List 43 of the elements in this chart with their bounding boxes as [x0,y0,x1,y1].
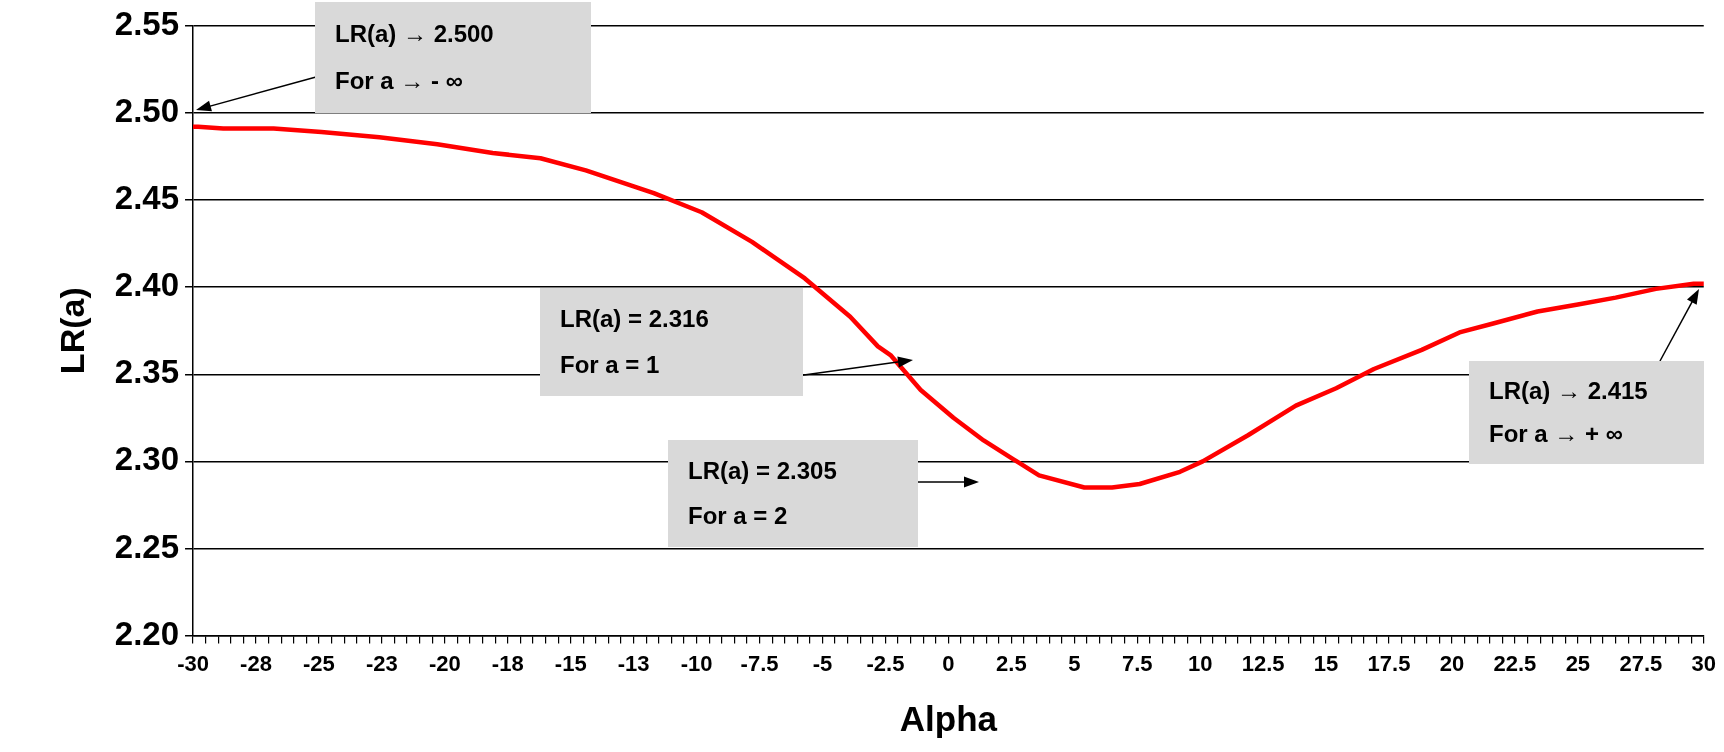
x-tick-label: -13 [617,650,650,676]
x-tick-label: -23 [365,650,398,676]
x-tick-label: -2.5 [866,650,905,676]
x-tick-label: -7.5 [740,650,779,676]
x-tick-label: -18 [491,650,524,676]
y-tick-label: 2.25 [114,527,180,565]
note-box: LR(a) → 2.415 For a → + ∞ [1469,361,1704,464]
x-tick-label: -25 [303,650,335,676]
note-box: LR(a) → 2.500 For a → - ∞ [315,2,591,113]
x-tick-label: 15 [1313,650,1339,676]
x-tick-label: 12.5 [1241,650,1285,676]
y-tick-label: 2.40 [114,266,180,304]
x-tick-label: 22.5 [1493,650,1537,676]
annotation: LR(a) = 2.305 For a = 2 [688,457,838,530]
x-tick-label: 27.5 [1619,650,1663,676]
y-tick-label: 2.55 [114,4,180,42]
note-box: LR(a) = 2.305 For a = 2 [668,440,918,547]
note-box: LR(a) = 2.316 For a = 1 [540,288,803,396]
annotation: LR(a) → 2.415 For a → + ∞ [1489,376,1649,449]
y-tick-label: 2.20 [114,614,180,652]
y-tick-label: 2.45 [114,179,180,217]
y-tick-label: 2.30 [114,440,180,478]
x-tick-label: 20 [1439,650,1465,676]
y-axis-title: LR(a) [52,287,91,375]
x-tick-label: 7.5 [1121,650,1153,676]
x-tick-label: -15 [554,650,587,676]
x-tick-label: 30 [1691,650,1717,676]
x-tick-label: 25 [1565,650,1591,676]
x-tick-label: 17.5 [1367,650,1411,676]
x-axis-title: Alpha [899,698,998,738]
annotation: LR(a) → 2.500 For a → - ∞ [335,20,495,95]
x-tick-label: -28 [240,650,272,676]
x-tick-label: -5 [812,650,833,676]
y-tick-label: 2.50 [114,92,180,130]
x-tick-label: -20 [428,650,461,676]
x-tick-label: 5 [1068,650,1081,676]
y-tick-label: 2.35 [114,353,180,391]
x-tick-label: -30 [177,650,209,676]
x-tick-label: -10 [680,650,713,676]
x-tick-label: 10 [1187,650,1213,676]
x-tick-label: 0 [942,650,955,676]
annotation: LR(a) = 2.316 For a = 1 [560,305,710,379]
x-tick-label: 2.5 [996,650,1027,676]
